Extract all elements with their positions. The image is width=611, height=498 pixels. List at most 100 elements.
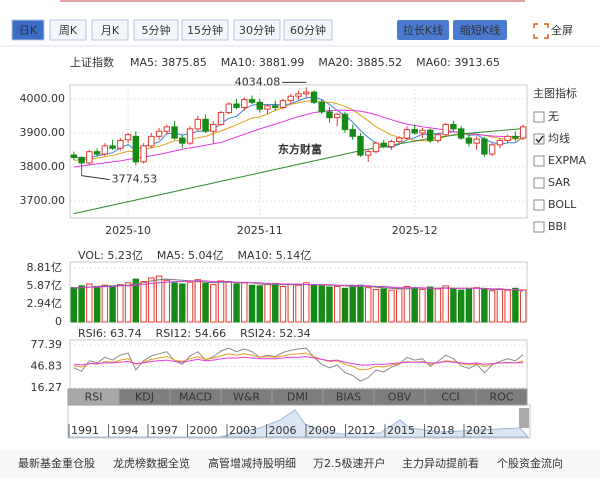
indicator-option[interactable]: 均线 (548, 131, 570, 145)
zoom-button[interactable] (453, 20, 507, 40)
volume-bar (210, 284, 217, 323)
candle-body (256, 101, 263, 110)
indicator-tab-label[interactable]: DMI (287, 391, 308, 404)
candle-body (357, 135, 364, 156)
year-label: 2018 (427, 424, 455, 437)
candle-body (186, 128, 194, 144)
indicator-option[interactable]: BOLL (548, 198, 577, 211)
period-tab[interactable] (91, 19, 129, 41)
candle-body (124, 134, 132, 141)
zoom-button-label[interactable]: 拉长K线 (403, 23, 443, 37)
period-tab-label[interactable]: 月K (101, 24, 120, 37)
promo-link[interactable]: 个股资金流向 (497, 456, 563, 470)
series-line (73, 128, 524, 215)
series-line (73, 356, 524, 366)
period-tab-label[interactable]: 60分钟 (290, 23, 326, 37)
period-tab[interactable] (233, 19, 281, 41)
promo-link[interactable]: 万2.5极速开户 (313, 456, 386, 470)
candle-body (194, 118, 202, 130)
indicator-checkbox[interactable] (533, 199, 545, 211)
indicator-option[interactable]: EXPMA (548, 154, 587, 167)
zoom-button[interactable] (397, 20, 449, 40)
period-tab[interactable] (11, 19, 45, 41)
volume-bar (318, 285, 325, 323)
indicator-checkbox[interactable] (533, 155, 545, 167)
indicator-tab-label[interactable]: ROC (490, 391, 514, 404)
volume-bar (372, 289, 380, 323)
indicator-tab-label[interactable]: KDJ (135, 391, 154, 404)
volume-bar (117, 284, 124, 323)
candle-body (202, 118, 209, 132)
promo-link[interactable]: 最新基金重仓股 (18, 456, 95, 470)
candle-body (163, 126, 171, 132)
volume-bar (155, 275, 163, 323)
fullscreen-glyph (533, 23, 549, 39)
candle-body (481, 138, 488, 155)
candle-body (512, 135, 519, 139)
indicator-option[interactable]: BBI (548, 220, 566, 233)
low-pointer (81, 175, 110, 181)
candle-body (372, 142, 380, 153)
year-label: 2009 (308, 424, 336, 437)
legend-entry: RSI24: 52.34 (240, 327, 311, 340)
navigator-handle[interactable] (519, 408, 529, 428)
indicator-tab-label[interactable]: BIAS (336, 391, 361, 404)
volume-bar (365, 287, 372, 323)
candle-body (295, 93, 302, 97)
candle-body (365, 151, 372, 156)
indicator-checkbox[interactable] (533, 177, 545, 189)
candle-body (465, 137, 473, 144)
y-tick-label: 5.87亿 (27, 279, 63, 292)
legend-entry: MA5: 3875.85 (130, 56, 207, 69)
year-label: 2000 (190, 424, 218, 437)
candle-body (303, 91, 310, 95)
indicator-checkbox[interactable] (533, 133, 545, 145)
volume-bar (380, 288, 387, 323)
indicator-tab-label[interactable]: W&R (233, 391, 260, 404)
volume-bar (426, 286, 434, 323)
volume-bar (279, 285, 287, 323)
period-tab-label[interactable]: 5分钟 (142, 23, 171, 37)
period-tab[interactable] (181, 19, 229, 41)
period-tab[interactable] (49, 19, 87, 41)
candle-body (109, 145, 116, 149)
candle-body (318, 101, 325, 113)
period-tab[interactable] (283, 19, 333, 41)
volume-bar (287, 283, 294, 323)
indicator-tab-label[interactable]: OBV (388, 391, 412, 404)
promo-link[interactable]: 高管增减持股明细 (208, 456, 296, 470)
zoom-button-label[interactable]: 缩短K线 (460, 23, 500, 37)
indicator-tab-label[interactable]: CCI (441, 391, 460, 404)
period-tab-label[interactable]: 15分钟 (187, 23, 223, 37)
promo-link[interactable]: 主力异动提前看 (402, 456, 479, 470)
indicator-option[interactable]: SAR (548, 176, 571, 189)
period-tab-label[interactable]: 30分钟 (239, 23, 275, 37)
volume-bar (148, 277, 155, 323)
candle-body (93, 151, 101, 155)
period-tab[interactable] (133, 19, 179, 41)
volume-bar (241, 282, 248, 323)
indicator-option[interactable]: 无 (548, 110, 559, 123)
volume-bar (109, 286, 116, 323)
fullscreen-icon[interactable] (533, 23, 549, 39)
indicator-checkbox[interactable] (533, 111, 545, 123)
candle-body (155, 130, 163, 137)
year-label: 2006 (269, 424, 297, 437)
volume-bar (93, 285, 101, 323)
period-tab-label[interactable]: 周K (59, 24, 78, 37)
indicator-checkbox[interactable] (533, 221, 545, 233)
volume-bar (179, 283, 186, 323)
volume-bar (496, 288, 504, 323)
promo-link[interactable]: 龙虎榜数据全览 (113, 456, 190, 470)
volume-bar (140, 281, 147, 323)
period-tab-label[interactable]: 日K (19, 24, 38, 37)
fullscreen-label[interactable]: 全屏 (551, 23, 573, 37)
indicator-tab-label[interactable]: MACD (179, 391, 212, 404)
volume-bar (334, 285, 341, 323)
volume-bar (303, 282, 310, 323)
candle-body (403, 129, 411, 139)
volume-bar (256, 285, 263, 323)
indicator-tab[interactable] (475, 388, 528, 406)
indicator-tab-label[interactable]: RSI (85, 391, 103, 404)
